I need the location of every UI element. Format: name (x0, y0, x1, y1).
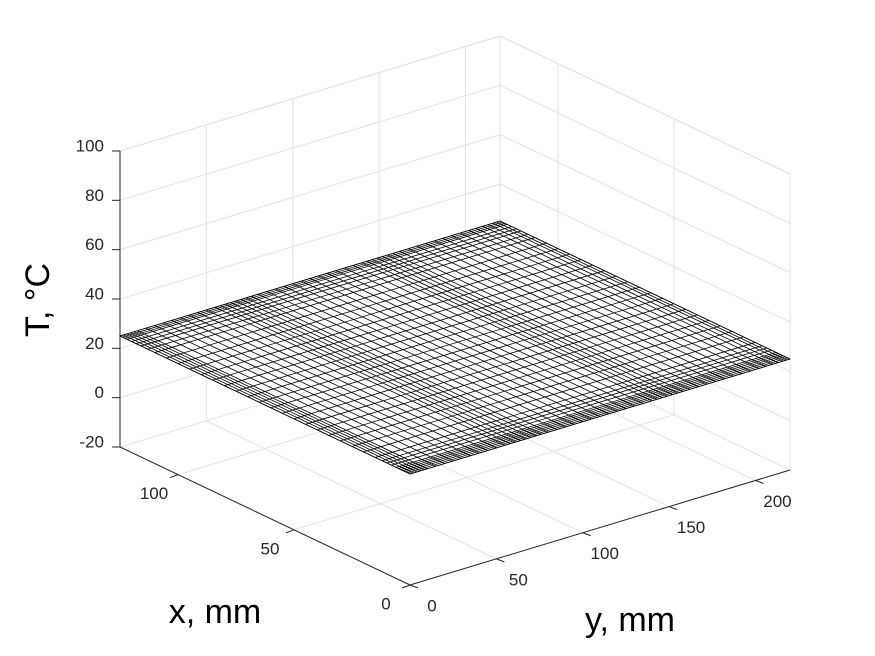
grid-line (206, 420, 497, 560)
x-tick (169, 474, 179, 479)
z-tick-label: -20 (79, 432, 104, 451)
z-axis-label: T, °C (19, 263, 57, 337)
x-tick (401, 584, 411, 589)
mesh-line (434, 240, 725, 380)
mesh-line (344, 267, 635, 407)
mesh-line (366, 260, 658, 400)
grid-line (499, 134, 791, 274)
x-tick (285, 529, 295, 534)
mesh-line (197, 312, 488, 451)
mesh-line (460, 232, 751, 372)
grid-line (293, 414, 675, 531)
x-axis-label: x, mm (169, 593, 262, 631)
mesh-line (361, 262, 652, 402)
mesh-line (171, 319, 462, 459)
y-axis-label: y, mm (585, 601, 675, 639)
y-tick (496, 558, 505, 563)
mesh-line (235, 300, 526, 440)
mesh-line (382, 256, 673, 395)
mesh-line (482, 225, 773, 365)
x-tick-label: 0 (381, 594, 390, 613)
mesh-line (442, 237, 734, 377)
mesh-line (399, 250, 690, 390)
z-tick-label: 100 (76, 136, 104, 155)
mesh-line (283, 285, 575, 425)
y-tick (668, 506, 678, 511)
z-tick-label: 40 (85, 284, 104, 303)
mesh-line (487, 224, 779, 364)
mesh-line (387, 254, 678, 394)
mesh-line (126, 333, 418, 473)
mesh-line (292, 283, 583, 423)
mesh-line (468, 230, 760, 369)
mesh-line (119, 335, 411, 475)
mesh-line (353, 265, 644, 404)
y-tick (582, 532, 591, 537)
x-tick-label: 50 (261, 539, 280, 558)
mesh-line (266, 291, 557, 430)
mesh-line (180, 317, 471, 457)
mesh-line (154, 325, 445, 464)
box-edge (499, 35, 791, 175)
grid-line (119, 134, 501, 251)
mesh-line (225, 303, 516, 443)
mesh-line (492, 222, 784, 362)
mesh-line (301, 280, 592, 420)
y-tick-label: 50 (509, 570, 528, 589)
mesh-line (425, 243, 716, 382)
mesh-line (475, 227, 766, 367)
mesh-line (499, 220, 791, 360)
mesh-line (214, 306, 506, 446)
mesh-line (220, 305, 511, 445)
z-tick-label: 20 (85, 334, 104, 353)
mesh-line (137, 330, 428, 470)
mesh-line (451, 235, 742, 374)
z-tick-label: 80 (85, 186, 104, 205)
mesh-line (372, 259, 663, 399)
y-tick-label: 150 (677, 518, 705, 537)
mesh-line (145, 327, 437, 467)
y-tick-label: 0 (427, 596, 436, 615)
y-tick (409, 584, 419, 589)
mesh-line (377, 257, 668, 397)
mesh-line (392, 253, 684, 392)
y-tick-label: 100 (591, 544, 619, 563)
mesh-line (335, 270, 627, 410)
mesh-line (133, 331, 424, 471)
z-tick-label: 60 (85, 235, 104, 254)
mesh-line (188, 314, 480, 454)
mesh-line (275, 288, 566, 428)
y-tick-label: 200 (763, 492, 791, 511)
grid-line (119, 84, 501, 201)
mesh-line (327, 272, 618, 412)
x-axis (119, 446, 411, 586)
mesh-line (496, 221, 787, 361)
mesh-line (408, 248, 699, 388)
mesh-line (309, 278, 601, 417)
mesh-line (206, 309, 497, 449)
mesh-line (230, 302, 521, 441)
x-tick-label: 100 (140, 484, 168, 503)
z-tick-label: 0 (95, 383, 104, 402)
mesh-line (416, 245, 708, 385)
mesh-line (251, 295, 542, 435)
mesh-line (163, 322, 454, 462)
y-tick (755, 479, 764, 484)
mesh-line (240, 299, 532, 438)
y-axis (409, 469, 791, 586)
mesh-line (318, 275, 609, 415)
mesh-line (258, 293, 549, 433)
mesh-line (130, 332, 421, 472)
mesh-line (245, 297, 537, 437)
mesh-line (123, 334, 414, 474)
grid-line (499, 183, 791, 323)
grid-line (119, 183, 501, 300)
grid-line (499, 84, 791, 224)
box-edge (119, 35, 501, 152)
